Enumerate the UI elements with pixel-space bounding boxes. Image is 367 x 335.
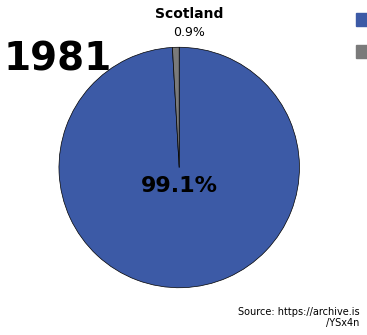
Text: Source: https://archive.is
/YSx4n: Source: https://archive.is /YSx4n	[238, 307, 360, 328]
Text: 99.1%: 99.1%	[141, 176, 218, 196]
Text: Scotland: Scotland	[155, 7, 223, 21]
Wedge shape	[59, 47, 299, 288]
Text: 1981: 1981	[4, 40, 112, 78]
Text: 0.9%: 0.9%	[173, 26, 205, 39]
Wedge shape	[172, 47, 179, 168]
Legend: White, Ethnic minority
(non-White): White, Ethnic minority (non-White)	[351, 8, 367, 70]
